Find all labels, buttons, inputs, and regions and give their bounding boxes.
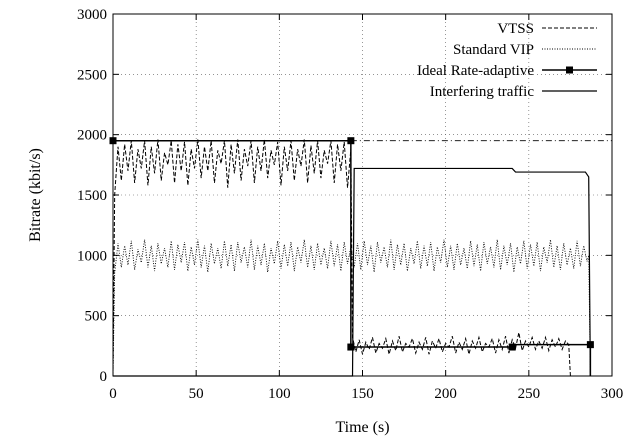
x-tick-label: 150 xyxy=(351,386,374,402)
series-line-standard-vip xyxy=(112,239,591,377)
x-tick-label: 300 xyxy=(601,386,624,402)
legend: VTSS Standard VIP Ideal Rate-adaptive Inter… xyxy=(417,21,597,100)
series-marker xyxy=(347,137,355,145)
grid xyxy=(113,14,612,376)
y-tick-label: 0 xyxy=(100,369,108,385)
y-tick-label: 500 xyxy=(85,309,108,325)
x-tick-label: 0 xyxy=(109,386,117,402)
axis-ticks: 0 50 100 150 200 250 3000500100015002000250030… xyxy=(77,7,623,402)
x-tick-label: 250 xyxy=(518,386,541,402)
legend-label: Interfering traffic xyxy=(430,84,535,100)
y-tick-label: 1500 xyxy=(77,188,107,204)
legend-label: Standard VIP xyxy=(453,42,534,58)
series-line-interfering-traffic xyxy=(113,167,591,377)
series-line-vtss xyxy=(112,139,591,377)
y-tick-label: 2500 xyxy=(77,67,107,83)
series xyxy=(109,137,612,377)
y-axis-label: Bitrate (kbit/s) xyxy=(27,148,44,242)
series-marker xyxy=(586,341,594,349)
x-tick-label: 100 xyxy=(268,386,291,402)
x-tick-label: 200 xyxy=(434,386,457,402)
y-tick-label: 2000 xyxy=(77,128,107,144)
legend-label: VTSS xyxy=(497,21,534,37)
x-tick-label: 50 xyxy=(189,386,204,402)
y-tick-label: 1000 xyxy=(77,248,107,264)
series-marker xyxy=(508,343,516,351)
legend-label: Ideal Rate-adaptive xyxy=(417,63,534,79)
y-tick-label: 3000 xyxy=(77,7,107,23)
legend-marker xyxy=(566,66,573,74)
x-axis-label: Time (s) xyxy=(335,419,389,436)
series-marker xyxy=(347,343,355,351)
